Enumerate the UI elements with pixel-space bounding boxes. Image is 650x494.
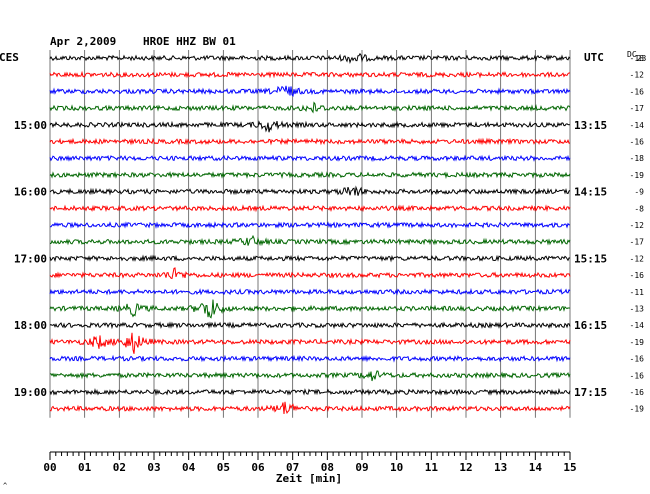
dc-offset-label: -17	[630, 238, 645, 247]
right-time-label: 14:15	[574, 186, 607, 199]
trace-row-18	[49, 354, 571, 363]
x-tick-label: 08	[321, 461, 334, 474]
left-time-label: 16:00	[14, 186, 47, 199]
dc-offset-label: -12	[630, 221, 645, 230]
dc-offset-label: -19	[630, 338, 645, 347]
x-tick-label: 03	[147, 461, 160, 474]
trace-row-3	[49, 101, 571, 114]
trace-row-20	[49, 387, 571, 396]
dc-offset-label: -19	[630, 405, 645, 414]
right-time-label: 16:15	[574, 319, 607, 332]
trace-row-16	[49, 321, 571, 330]
right-timezone-label: UTC	[584, 51, 604, 64]
dc-offset-label: -13	[630, 305, 645, 314]
trace-row-2	[49, 85, 571, 98]
x-tick-label: 05	[217, 461, 230, 474]
seismic-traces	[49, 52, 571, 414]
x-axis-title: Zeit [min]	[276, 472, 342, 485]
right-time-label: 17:15	[574, 386, 607, 399]
x-tick-label: 02	[113, 461, 126, 474]
dc-offset-label: -12	[630, 254, 645, 263]
dc-offset-label: -16	[630, 388, 645, 397]
left-timezone-label: CES	[0, 51, 19, 64]
time-gridlines	[49, 50, 571, 418]
x-tick-label: 09	[355, 461, 368, 474]
x-tick-label: 11	[425, 461, 439, 474]
x-tick-label: 04	[182, 461, 196, 474]
left-time-label: 19:00	[14, 386, 47, 399]
dc-offset-label: -19	[630, 171, 645, 180]
trace-row-12	[49, 254, 571, 263]
trace-row-9	[49, 204, 571, 213]
x-tick-label: 12	[459, 461, 472, 474]
trace-row-8	[49, 185, 571, 196]
x-tick-label: 06	[251, 461, 265, 474]
dc-offset-label: -12	[630, 71, 645, 80]
dc-offset-label: -14	[630, 121, 645, 130]
dc-offset-label: -18	[630, 154, 645, 163]
x-tick-label: 00	[43, 461, 56, 474]
trace-row-17	[49, 332, 571, 354]
trace-row-5	[49, 137, 571, 146]
trace-row-19	[49, 370, 571, 382]
x-tick-label: 13	[494, 461, 507, 474]
trace-row-4	[49, 120, 571, 133]
dc-offset-label: -16	[630, 87, 645, 96]
trace-row-21	[49, 401, 571, 414]
dc-offset-label: -16	[630, 371, 645, 380]
x-tick-label: 07	[286, 461, 299, 474]
x-tick-label: 01	[78, 461, 92, 474]
dc-offset-label: -9	[634, 188, 644, 197]
x-tick-label: 15	[563, 461, 576, 474]
trace-row-14	[49, 287, 571, 296]
x-axis: 00 01 02 03 04 05 06 07 08 09 10 11 12 13 14 15	[43, 451, 577, 474]
x-tick-label: 14	[529, 461, 543, 474]
right-time-label: 13:15	[574, 119, 607, 132]
dc-offset-labels: -18 -12 -16 -17 -14 -16 -18 -19 -9 -8 -12 -17 -12 -16…	[630, 54, 645, 414]
right-time-label: 15:15	[574, 252, 607, 265]
dc-offset-label: -18	[630, 54, 645, 63]
corner-mark: ^	[3, 482, 7, 490]
trace-row-15	[49, 299, 571, 319]
left-time-label: 17:00	[14, 252, 47, 265]
dc-label-text: DC	[627, 50, 637, 59]
dc-offset-label: -11	[630, 288, 645, 297]
dc-offset-label: -17	[630, 104, 645, 113]
trace-row-10	[50, 221, 571, 230]
dc-offset-label: -14	[630, 321, 645, 330]
dc-offset-label: -8	[634, 204, 644, 213]
trace-row-0	[49, 52, 571, 65]
trace-row-6	[49, 154, 571, 163]
station-label: HROE HHZ BW 01	[143, 35, 236, 48]
dc-label-sub: 23	[637, 54, 647, 63]
left-time-label: 18:00	[14, 319, 47, 332]
dc-offset-label: -16	[630, 138, 645, 147]
trace-row-1	[49, 70, 571, 79]
trace-row-11	[49, 234, 571, 247]
dc-label: DC23	[627, 50, 646, 63]
x-tick-label: 10	[390, 461, 403, 474]
date-label: Apr 2,2009	[50, 35, 116, 48]
dc-offset-label: -16	[630, 355, 645, 364]
left-time-label: 15:00	[14, 119, 47, 132]
trace-row-7	[49, 170, 571, 179]
trace-row-13	[49, 267, 571, 280]
dc-offset-label: -16	[630, 271, 645, 280]
row-time-labels: 15:00 16:00 17:00 18:00 19:00 13:15 14:15 15:15…	[14, 119, 607, 399]
